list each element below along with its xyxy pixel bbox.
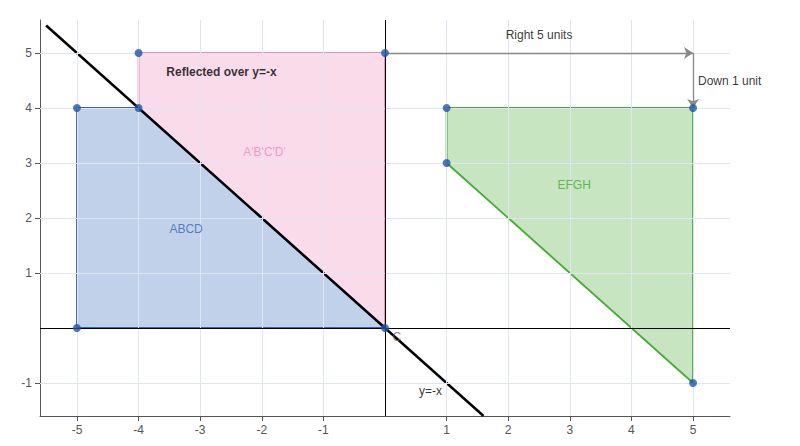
svg-text:4: 4 [25, 101, 32, 115]
svg-text:5: 5 [690, 423, 697, 437]
svg-text:-3: -3 [195, 423, 206, 437]
svg-text:-1: -1 [21, 376, 32, 390]
svg-text:2: 2 [505, 423, 512, 437]
svg-text:3: 3 [566, 423, 573, 437]
svg-text:-4: -4 [133, 423, 144, 437]
svg-text:C: C [392, 330, 401, 344]
svg-text:A'B'C'D': A'B'C'D' [243, 145, 286, 159]
svg-text:5: 5 [25, 46, 32, 60]
svg-text:Right 5 units: Right 5 units [506, 28, 573, 42]
svg-text:4: 4 [628, 423, 635, 437]
svg-text:ABCD: ABCD [169, 222, 203, 236]
svg-text:2: 2 [25, 211, 32, 225]
svg-text:-2: -2 [256, 423, 267, 437]
svg-text:3: 3 [25, 156, 32, 170]
svg-text:y=-x: y=-x [419, 384, 442, 398]
svg-text:Down 1 unit: Down 1 unit [698, 74, 762, 88]
svg-text:1: 1 [25, 266, 32, 280]
svg-text:EFGH: EFGH [558, 178, 591, 192]
svg-text:1: 1 [443, 423, 450, 437]
svg-text:-5: -5 [72, 423, 83, 437]
svg-text:Reflected over y=-x: Reflected over y=-x [166, 65, 277, 79]
svg-text:-1: -1 [318, 423, 329, 437]
